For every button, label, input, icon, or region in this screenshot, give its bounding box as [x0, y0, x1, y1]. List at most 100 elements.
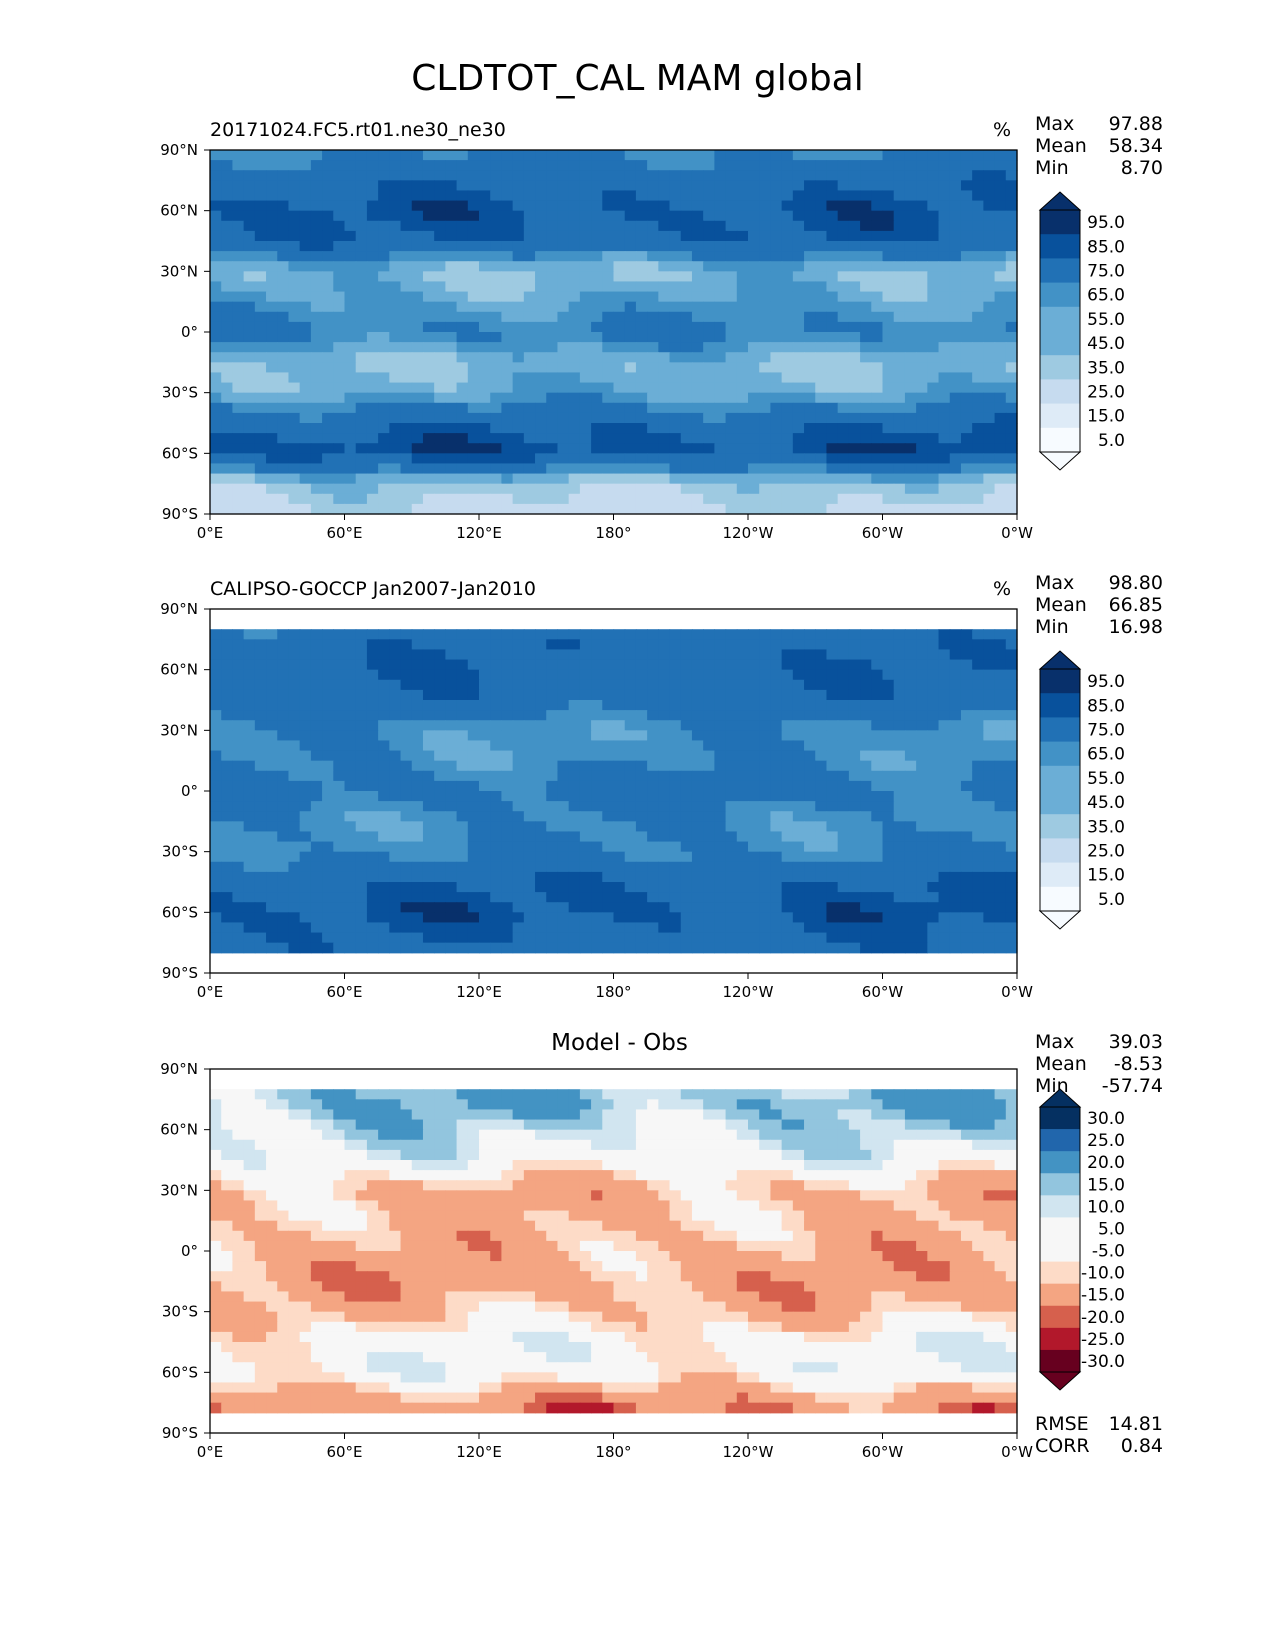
panel1-field-cell	[949, 160, 962, 171]
panel1-field-cell	[299, 362, 312, 374]
panel1-field-cell	[591, 423, 603, 434]
panel1-field-cell	[221, 483, 234, 495]
panel2-field-cell	[960, 821, 973, 833]
panel1-field-cell	[703, 311, 715, 323]
panel1-field-cell	[266, 261, 278, 272]
panel2-field-cell	[635, 659, 648, 671]
panel2-field-cell	[635, 892, 648, 903]
panel2-field-cell	[613, 791, 626, 802]
panel2-field-cell	[703, 710, 715, 721]
panel2-field-cell	[400, 780, 413, 792]
panel1-field-cell	[983, 362, 996, 374]
panel2-field-cell	[389, 780, 402, 792]
panel1-field-cell	[1005, 392, 1018, 404]
panel2-field-cell	[322, 851, 334, 863]
panel2-field-cell	[456, 882, 469, 893]
panel1-field-cell	[792, 281, 805, 293]
panel1-field-cell	[725, 160, 738, 171]
panel2-field-cell	[254, 882, 267, 893]
panel2-field-cell	[680, 659, 693, 671]
panel1-field-cell	[333, 281, 346, 293]
panel1-field-cell	[467, 503, 480, 515]
panel1-field-cell	[512, 220, 525, 232]
panel1-field-cell	[490, 493, 503, 505]
panel1-field-cell	[591, 160, 603, 171]
panel1-field-cell	[837, 473, 850, 485]
panel1-field-cell	[725, 200, 738, 212]
panel1-field-cell	[266, 321, 278, 333]
panel2-field-cell	[938, 851, 951, 863]
panel2-field-cell	[916, 851, 928, 863]
panel2-field-cell	[523, 659, 536, 671]
panel1-field-cell	[210, 220, 222, 232]
panel1-field-cell	[893, 372, 906, 384]
panel2-field-cell	[871, 871, 884, 883]
panel1-field-cell	[299, 200, 312, 212]
panel2-field-cell	[479, 882, 491, 893]
panel2-field-cell	[535, 639, 547, 651]
panel2-field-cell	[714, 851, 727, 863]
panel1-field-cell	[355, 412, 368, 424]
panel1-field-cell	[501, 251, 514, 262]
panel2-field-cell	[647, 892, 659, 903]
panel1-field-cell	[904, 301, 917, 313]
panel1-field-cell	[1005, 251, 1018, 262]
panel1-field-cell	[322, 241, 334, 252]
panel2-field-cell	[243, 730, 256, 742]
panel1-field-cell	[691, 503, 704, 515]
panel1-field-cell	[456, 423, 469, 434]
panel1-field-cell	[927, 230, 940, 242]
panel1-field-cell	[389, 503, 402, 515]
panel1-field-cell	[355, 493, 368, 505]
panel1-field-cell	[333, 352, 346, 363]
panel2-field-cell	[591, 942, 603, 954]
panel1-field-cell	[960, 281, 973, 293]
panel1-field-cell	[848, 311, 861, 323]
panel2-field-cell	[366, 720, 379, 731]
panel1-field-cell	[613, 190, 626, 202]
panel1-field-cell	[579, 493, 592, 505]
panel2-field-cell	[434, 770, 446, 782]
panel1-field-cell	[422, 382, 435, 394]
panel1-field-cell	[411, 493, 424, 505]
panel2-field-cell	[658, 780, 671, 792]
panel1-field-cell	[613, 291, 626, 303]
panel1-field-cell	[546, 342, 559, 353]
panel2-field-cell	[983, 669, 996, 681]
panel2-field-cell	[579, 740, 592, 752]
panel2-field-cell	[680, 912, 693, 924]
panel2-field-cell	[210, 760, 222, 772]
panel1-field-cell	[680, 412, 693, 424]
panel1-field-cell	[904, 271, 917, 283]
panel2-field-cell	[837, 679, 850, 691]
panel1-field-cell	[972, 321, 984, 333]
panel1-field-cell	[736, 200, 749, 212]
panel2-field-cell	[658, 922, 671, 934]
panel2-field-cell	[254, 922, 267, 934]
panel2-field-cell	[725, 922, 738, 934]
panel2-field-cell	[400, 801, 413, 812]
panel2-field-cell	[400, 841, 413, 853]
panel2-field-cell	[916, 942, 928, 954]
panel1-field-cell	[602, 473, 615, 485]
panel2-field-cell	[938, 912, 951, 924]
panel1-field-cell	[557, 281, 570, 293]
panel2-field-cell	[512, 861, 525, 873]
panel1-field-cell	[456, 332, 469, 343]
panel2-field-cell	[378, 679, 390, 691]
panel2-field-cell	[479, 679, 491, 691]
panel2-field-cell	[378, 932, 390, 944]
panel1-field-cell	[591, 463, 603, 475]
panel1-field-cell	[848, 402, 861, 414]
panel2-field-cell	[983, 700, 996, 711]
panel1-field-cell	[927, 160, 940, 171]
panel2-field-cell	[479, 760, 491, 772]
panel1-xtick-label: 0°W	[1001, 524, 1033, 542]
panel1-field-cell	[804, 342, 816, 353]
panel2-field-cell	[770, 841, 783, 853]
panel2-field-cell	[591, 882, 603, 893]
panel1-field-cell	[512, 473, 525, 485]
panel1-field-cell	[680, 362, 693, 374]
panel2-field-cell	[972, 730, 984, 742]
panel1-field-cell	[512, 261, 525, 272]
